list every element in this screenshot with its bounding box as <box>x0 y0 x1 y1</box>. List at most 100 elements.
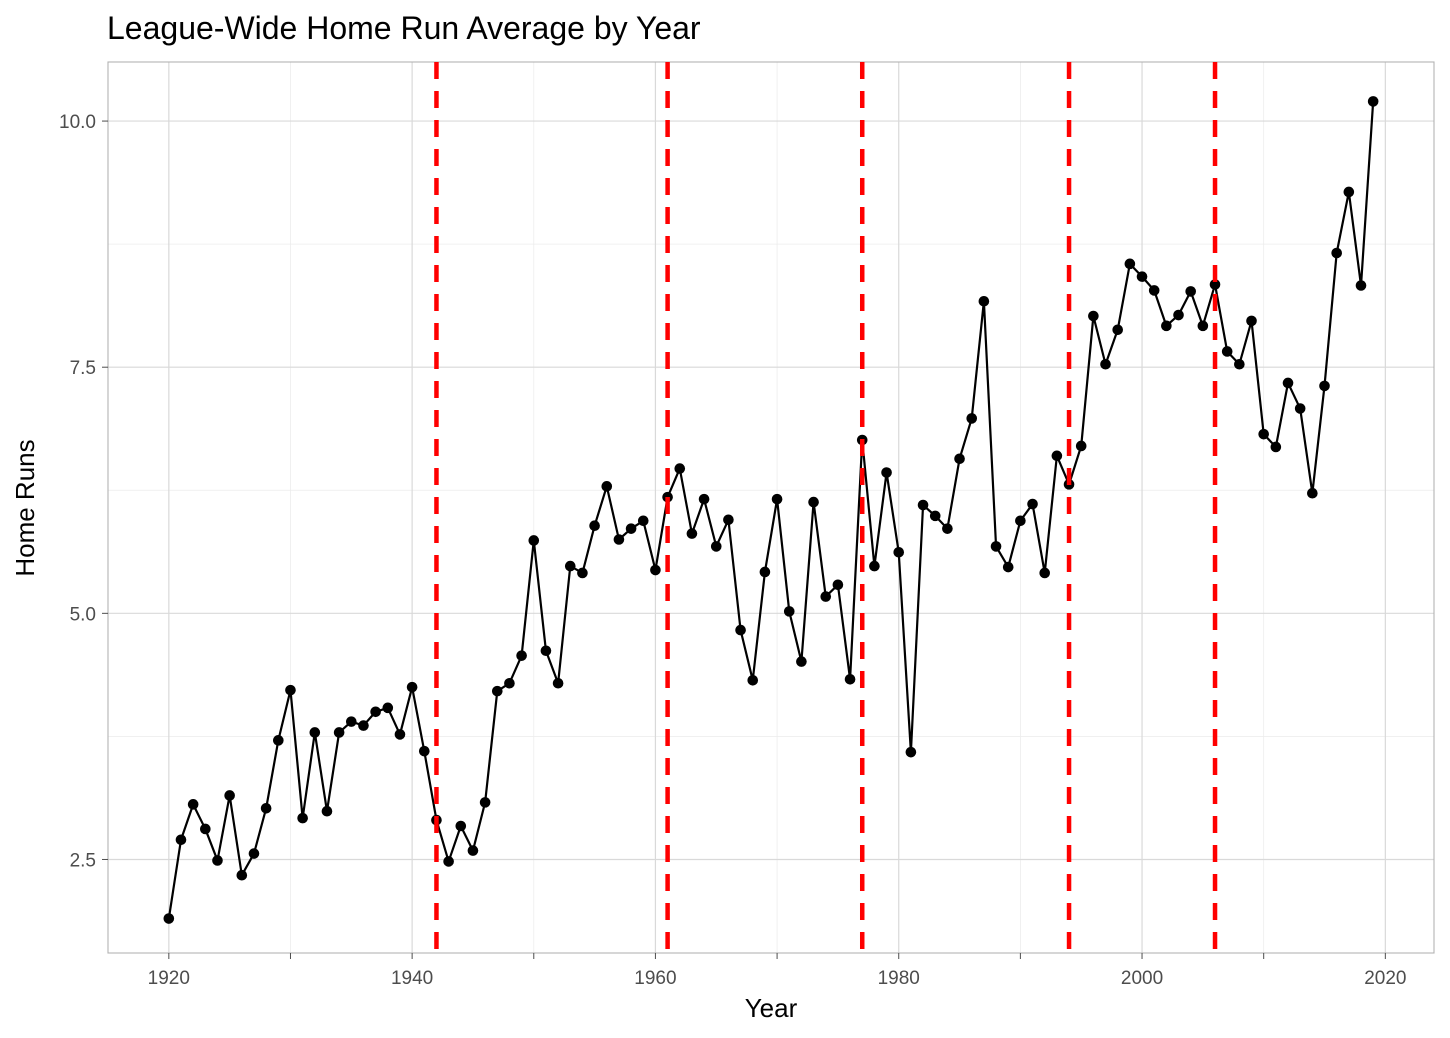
x-tick-label: 1980 <box>878 968 920 989</box>
data-point <box>528 535 540 546</box>
data-point <box>273 735 284 746</box>
data-point <box>1282 377 1294 389</box>
y-axis: 2.5 5.0 7.5 10.0 <box>59 112 108 871</box>
data-point <box>163 913 175 924</box>
series-line-and-points <box>163 96 1379 924</box>
data-point <box>625 523 637 534</box>
data-point <box>783 606 795 617</box>
data-point <box>844 674 856 685</box>
data-point <box>564 560 576 572</box>
data-point <box>905 746 917 758</box>
data-point <box>1002 561 1014 573</box>
data-point <box>869 560 880 572</box>
data-point <box>1246 315 1257 327</box>
data-point <box>382 702 394 714</box>
data-point <box>820 591 832 602</box>
data-point <box>443 856 454 867</box>
data-point <box>698 493 710 505</box>
data-point <box>686 528 698 539</box>
data-point <box>406 681 418 693</box>
data-point <box>552 677 564 689</box>
data-point <box>260 802 272 814</box>
data-point <box>491 685 503 697</box>
data-point <box>990 541 1002 552</box>
data-point <box>479 797 491 808</box>
data-point <box>759 566 771 578</box>
data-point <box>321 805 333 817</box>
data-point <box>942 523 953 534</box>
data-point <box>832 579 844 591</box>
data-point <box>1307 487 1318 499</box>
data-point <box>1331 247 1342 259</box>
data-point <box>418 745 430 757</box>
data-point <box>577 567 588 579</box>
data-point <box>1319 380 1330 392</box>
data-point <box>929 510 941 522</box>
data-point <box>248 848 260 859</box>
data-point <box>1100 358 1111 370</box>
data-point <box>954 453 965 465</box>
data-point <box>966 413 978 424</box>
data-point <box>637 515 649 527</box>
data-point <box>1136 271 1148 282</box>
data-point <box>236 869 248 881</box>
data-point <box>285 684 296 696</box>
reference-lines <box>434 62 1218 953</box>
data-point <box>455 820 467 832</box>
series-line <box>167 101 1375 919</box>
data-point <box>796 656 807 667</box>
data-point <box>1088 310 1099 322</box>
data-point <box>187 799 199 810</box>
data-point <box>1185 286 1196 297</box>
data-point <box>1234 358 1245 370</box>
data-point <box>1148 285 1160 296</box>
data-point <box>540 645 552 657</box>
y-tick-label: 2.5 <box>70 850 96 871</box>
data-point <box>394 729 406 740</box>
x-tick-label: 2020 <box>1364 968 1406 989</box>
data-point <box>212 855 223 866</box>
data-point <box>771 493 783 505</box>
x-tick-label: 2000 <box>1121 968 1163 989</box>
data-point <box>808 496 819 508</box>
data-point <box>1124 258 1136 270</box>
data-point <box>333 727 345 738</box>
data-point <box>1221 346 1233 357</box>
data-point <box>297 812 308 824</box>
data-point <box>1112 324 1124 336</box>
data-point <box>893 546 905 558</box>
data-point <box>1015 515 1026 527</box>
data-point <box>309 727 321 738</box>
data-point <box>1173 309 1184 321</box>
data-point <box>674 463 686 474</box>
x-axis-title: Year <box>745 993 798 1023</box>
data-point <box>613 534 625 545</box>
y-tick-label: 5.0 <box>70 604 96 625</box>
data-point <box>504 677 515 689</box>
data-point <box>747 674 759 686</box>
data-point <box>175 834 187 846</box>
data-point <box>224 790 235 801</box>
data-point <box>1039 567 1051 579</box>
data-point <box>467 845 479 856</box>
data-point <box>1258 428 1269 440</box>
data-point <box>370 706 381 718</box>
data-point <box>723 514 734 526</box>
data-point <box>1027 498 1038 510</box>
data-point <box>200 823 211 835</box>
data-point <box>735 624 746 636</box>
y-tick-label: 7.5 <box>70 358 96 379</box>
data-point <box>358 720 369 731</box>
data-point <box>710 541 722 552</box>
y-axis-title: Home Runs <box>10 439 40 576</box>
data-point <box>650 564 661 576</box>
data-point <box>516 650 527 661</box>
plot-panel-border <box>107 61 1435 954</box>
data-point <box>1270 441 1282 453</box>
x-tick-label: 1960 <box>634 968 676 989</box>
data-point <box>1367 96 1379 107</box>
x-tick-label: 1920 <box>148 968 190 989</box>
x-axis: 1920 1940 1960 1980 2000 2020 <box>148 953 1406 989</box>
data-point <box>1355 280 1367 291</box>
